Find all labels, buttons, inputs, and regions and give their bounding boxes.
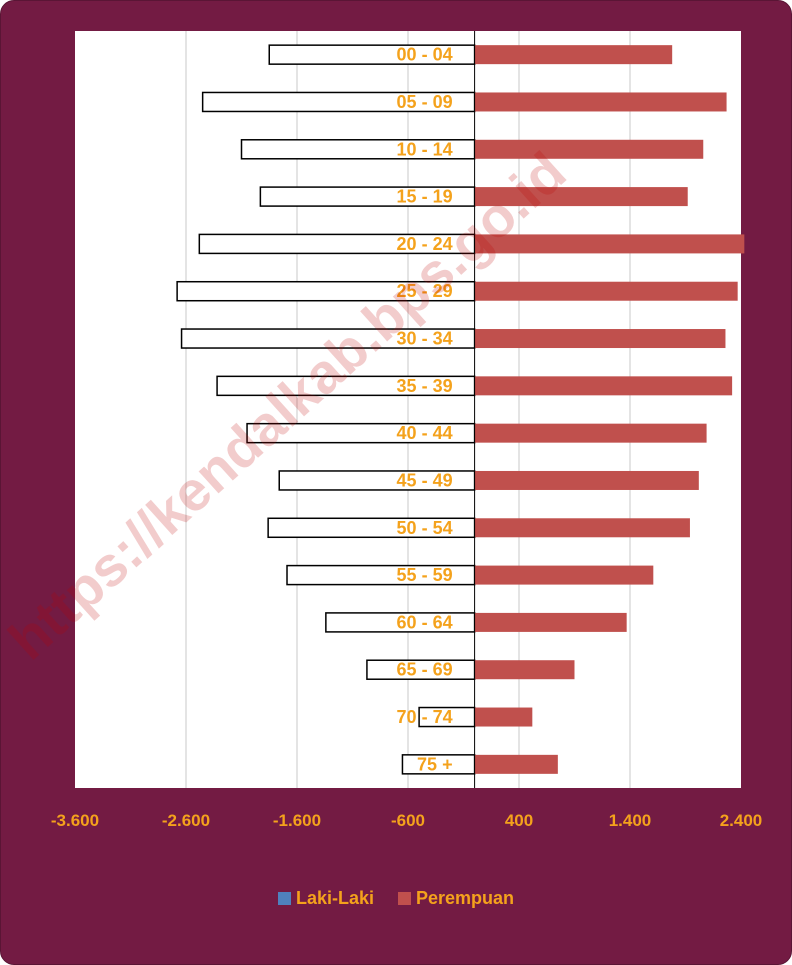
legend-label-laki-laki: Laki-Laki [295, 888, 374, 908]
bar-perempuan [474, 139, 704, 159]
x-tick-label: -1.600 [273, 811, 321, 830]
bar-perempuan [474, 281, 738, 301]
category-label: 30 - 34 [397, 329, 453, 349]
bar-perempuan [474, 187, 688, 207]
category-label: 25 - 29 [397, 281, 453, 301]
bar-perempuan [474, 234, 745, 254]
bar-perempuan [474, 660, 575, 680]
x-tick-label: -3.600 [51, 811, 99, 830]
legend-swatch-laki-laki [277, 892, 291, 905]
category-label: 70 - 74 [397, 707, 453, 727]
legend-item-laki-laki: Laki-Laki [277, 888, 374, 909]
legend-label-perempuan: Perempuan [415, 888, 515, 908]
x-tick-label: 400 [505, 811, 533, 830]
bar-perempuan [474, 423, 707, 443]
legend-item-perempuan: Perempuan [397, 888, 515, 909]
category-labels: 00 - 04 05 - 09 10 - 14 15 - 19 20 - 24 25 - … [397, 45, 453, 775]
category-label: 55 - 59 [397, 565, 453, 585]
category-label: 05 - 09 [397, 92, 453, 112]
x-tick-label: -2.600 [162, 811, 210, 830]
legend-swatch-perempuan [397, 892, 411, 905]
x-tick-label: 2.400 [720, 811, 763, 830]
category-label: 45 - 49 [397, 470, 453, 490]
category-label: 40 - 44 [397, 423, 453, 443]
x-tick-label: 1.400 [609, 811, 652, 830]
bar-perempuan [474, 92, 727, 112]
category-label: 20 - 24 [397, 234, 453, 254]
legend: Laki-Laki Perempuan [0, 888, 792, 909]
bar-perempuan [474, 754, 558, 774]
category-label: 00 - 04 [397, 45, 453, 65]
category-label: 35 - 39 [397, 376, 453, 396]
bar-perempuan [474, 565, 654, 585]
category-label: 50 - 54 [397, 518, 453, 538]
bar-perempuan [474, 470, 699, 490]
category-label: 60 - 64 [397, 612, 453, 632]
bar-perempuan [474, 612, 627, 632]
x-tick-labels: -3.600 -2.600 -1.600 -600 400 1.400 2.400 [51, 811, 762, 830]
category-label: 15 - 19 [397, 187, 453, 207]
bar-perempuan [474, 376, 733, 396]
bar-perempuan [474, 329, 726, 349]
category-label: 65 - 69 [397, 660, 453, 680]
bars [176, 44, 745, 775]
category-label: 10 - 14 [397, 139, 453, 159]
category-label: 75 + [417, 754, 453, 774]
bar-perempuan [474, 707, 533, 727]
bar-perempuan [474, 45, 673, 65]
bar-perempuan [474, 518, 690, 538]
x-tick-label: -600 [391, 811, 425, 830]
